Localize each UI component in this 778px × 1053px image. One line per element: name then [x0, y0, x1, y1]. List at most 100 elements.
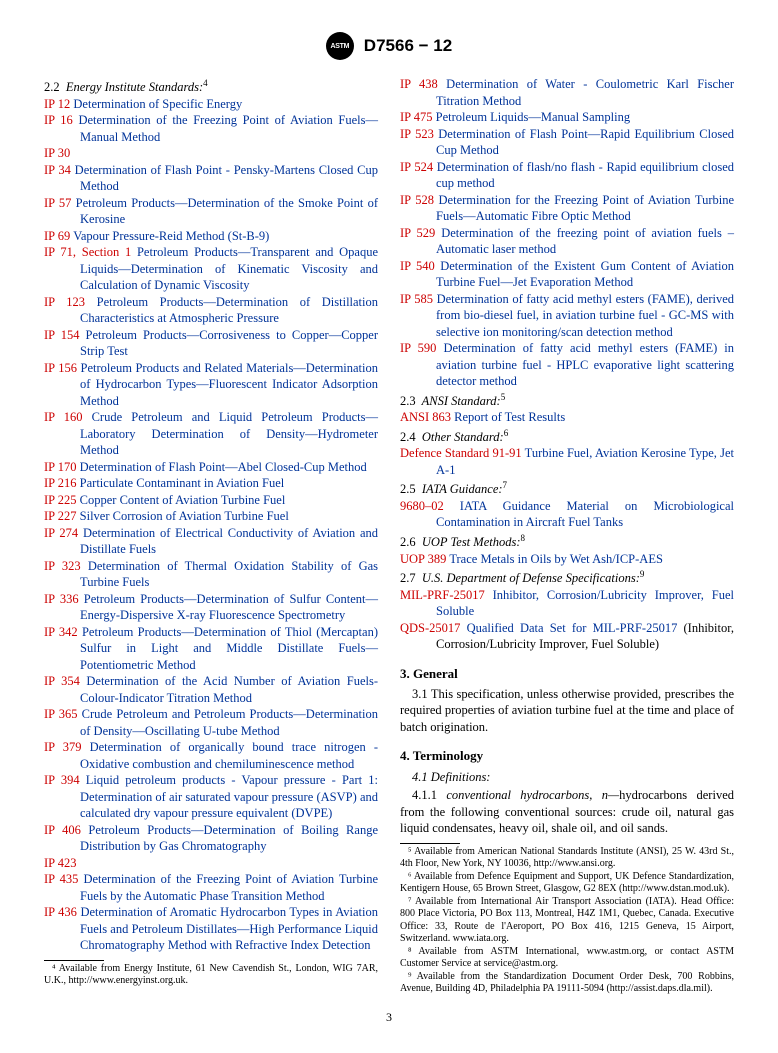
- reference-code[interactable]: IP 365: [44, 707, 78, 721]
- reference-title[interactable]: Petroleum Products—Determination of Boil…: [80, 823, 378, 854]
- reference-title[interactable]: Determination of Flash Point—Rapid Equil…: [436, 127, 734, 158]
- reference-code[interactable]: IP 524: [400, 160, 433, 174]
- heading-terminology: 4. Terminology: [400, 747, 734, 764]
- reference-code[interactable]: ANSI 863: [400, 410, 451, 424]
- reference-code[interactable]: IP 379: [44, 740, 81, 754]
- reference-code[interactable]: UOP 389: [400, 552, 446, 566]
- reference-code[interactable]: IP 274: [44, 526, 78, 540]
- reference-entry: ANSI 863 Report of Test Results: [400, 409, 734, 426]
- reference-code[interactable]: IP 225: [44, 493, 77, 507]
- reference-title[interactable]: Determination of fatty acid methyl ester…: [436, 341, 734, 388]
- reference-title[interactable]: Determination of the Existent Gum Conten…: [436, 259, 734, 290]
- reference-title[interactable]: Petroleum Liquids—Manual Sampling: [436, 110, 630, 124]
- reference-entry: IP 524 Determination of flash/no flash -…: [400, 159, 734, 192]
- reference-title[interactable]: Petroleum Products—Determination of Thio…: [80, 625, 378, 672]
- reference-code[interactable]: IP 12: [44, 97, 70, 111]
- page: ASTM D7566 − 12 2.2 Energy Institute Sta…: [0, 0, 778, 1053]
- reference-title[interactable]: Determination of flash/no flash - Rapid …: [436, 160, 734, 191]
- reference-code[interactable]: 9680–02: [400, 499, 444, 513]
- reference-title[interactable]: Determination of organically bound trace…: [80, 740, 378, 771]
- reference-code[interactable]: IP 354: [44, 674, 80, 688]
- reference-title[interactable]: Determination of the Freezing Point of A…: [78, 113, 378, 144]
- reference-code[interactable]: IP 529: [400, 226, 435, 240]
- reference-entry: UOP 389 Trace Metals in Oils by Wet Ash/…: [400, 551, 734, 568]
- reference-entry: IP 156 Petroleum Products and Related Ma…: [44, 360, 378, 410]
- reference-entry: QDS-25017 Qualified Data Set for MIL-PRF…: [400, 620, 734, 653]
- reference-code[interactable]: IP 423: [44, 856, 77, 870]
- reference-code[interactable]: IP 154: [44, 328, 79, 342]
- reference-code[interactable]: IP 435: [44, 872, 78, 886]
- reference-code[interactable]: IP 156: [44, 361, 77, 375]
- footnotes-left: ⁴ Available from Energy Institute, 61 Ne…: [44, 963, 378, 988]
- reference-title[interactable]: Determination of Thermal Oxidation Stabi…: [80, 559, 378, 590]
- reference-title[interactable]: Crude Petroleum and Petroleum Products—D…: [80, 707, 378, 738]
- footnotes-right: ⁵ Available from American National Stand…: [400, 846, 734, 996]
- reference-code[interactable]: IP 57: [44, 196, 71, 210]
- reference-code[interactable]: IP 123: [44, 295, 85, 309]
- reference-code[interactable]: IP 71, Section 1: [44, 245, 131, 259]
- reference-title[interactable]: Crude Petroleum and Liquid Petroleum Pro…: [80, 410, 378, 457]
- reference-code[interactable]: IP 30: [44, 146, 70, 160]
- astm-logo-icon: ASTM: [326, 32, 354, 60]
- reference-code[interactable]: MIL-PRF-25017: [400, 588, 485, 602]
- reference-title[interactable]: Determination of Specific Energy: [73, 97, 242, 111]
- reference-entry: 9680–02 IATA Guidance Material on Microb…: [400, 498, 734, 531]
- reference-title[interactable]: Determination of Flash Point—Abel Closed…: [80, 460, 367, 474]
- reference-code[interactable]: IP 227: [44, 509, 77, 523]
- reference-code[interactable]: IP 160: [44, 410, 83, 424]
- reference-code[interactable]: IP 336: [44, 592, 79, 606]
- reference-title[interactable]: Vapour Pressure-Reid Method (St-B-9): [73, 229, 269, 243]
- reference-title[interactable]: Liquid petroleum products - Vapour press…: [80, 773, 378, 820]
- reference-title[interactable]: Petroleum Products—Corrosiveness to Copp…: [80, 328, 378, 359]
- reference-code[interactable]: IP 394: [44, 773, 80, 787]
- reference-title[interactable]: Determination of the freezing point of a…: [436, 226, 734, 257]
- reference-code[interactable]: IP 528: [400, 193, 434, 207]
- reference-entry: Defence Standard 91-91 Turbine Fuel, Avi…: [400, 445, 734, 478]
- reference-title[interactable]: Determination of Electrical Conductivity…: [80, 526, 378, 557]
- section-usdod-heading: 2.7 U.S. Department of Defense Specifica…: [400, 569, 734, 587]
- reference-code[interactable]: IP 585: [400, 292, 433, 306]
- reference-title[interactable]: IATA Guidance Material on Microbiologica…: [436, 499, 734, 530]
- footnote-rule-left: [44, 960, 104, 961]
- reference-code[interactable]: IP 69: [44, 229, 70, 243]
- reference-code[interactable]: IP 16: [44, 113, 73, 127]
- reference-title[interactable]: Determination of fatty acid methyl ester…: [436, 292, 734, 339]
- reference-title[interactable]: Petroleum Products—Determination of Sulf…: [80, 592, 378, 623]
- reference-entry: MIL-PRF-25017 Inhibitor, Corrosion/Lubri…: [400, 587, 734, 620]
- reference-title[interactable]: Determination of Water - Coulometric Kar…: [436, 77, 734, 108]
- footnote: ⁷ Available from International Air Trans…: [400, 896, 734, 946]
- reference-entry: IP 34 Determination of Flash Point - Pen…: [44, 162, 378, 195]
- reference-title[interactable]: Qualified Data Set for MIL-PRF-25017: [467, 621, 678, 635]
- reference-code[interactable]: IP 342: [44, 625, 78, 639]
- reference-code[interactable]: IP 590: [400, 341, 436, 355]
- reference-title[interactable]: Petroleum Products and Related Materials…: [80, 361, 378, 408]
- reference-code[interactable]: IP 436: [44, 905, 77, 919]
- reference-code[interactable]: Defence Standard 91-91: [400, 446, 522, 460]
- reference-title[interactable]: Particulate Contaminant in Aviation Fuel: [80, 476, 285, 490]
- reference-code[interactable]: IP 475: [400, 110, 433, 124]
- reference-title[interactable]: Petroleum Products—Determination of the …: [76, 196, 378, 227]
- reference-code[interactable]: IP 323: [44, 559, 81, 573]
- reference-title[interactable]: Petroleum Products—Determination of Dist…: [80, 295, 378, 326]
- heading-definitions: 4.1 Definitions:: [400, 769, 734, 786]
- reference-title[interactable]: Report of Test Results: [454, 410, 565, 424]
- reference-code[interactable]: IP 216: [44, 476, 77, 490]
- reference-code[interactable]: QDS-25017: [400, 621, 460, 635]
- reference-title[interactable]: Silver Corrosion of Aviation Turbine Fue…: [80, 509, 289, 523]
- reference-code[interactable]: IP 34: [44, 163, 71, 177]
- reference-title[interactable]: Determination of Flash Point - Pensky-Ma…: [75, 163, 378, 194]
- reference-entry: IP 274 Determination of Electrical Condu…: [44, 525, 378, 558]
- reference-title[interactable]: Trace Metals in Oils by Wet Ash/ICP-AES: [449, 552, 663, 566]
- reference-code[interactable]: IP 540: [400, 259, 435, 273]
- reference-title[interactable]: Copper Content of Aviation Turbine Fuel: [80, 493, 286, 507]
- reference-title[interactable]: Determination of the Acid Number of Avia…: [80, 674, 378, 705]
- reference-code[interactable]: IP 523: [400, 127, 434, 141]
- reference-title[interactable]: Determination of the Freezing Point of A…: [80, 872, 378, 903]
- reference-title[interactable]: Determination for the Freezing Point of …: [436, 193, 734, 224]
- iata-list: 9680–02 IATA Guidance Material on Microb…: [400, 498, 734, 531]
- reference-code[interactable]: IP 438: [400, 77, 438, 91]
- reference-code[interactable]: IP 406: [44, 823, 81, 837]
- page-number: 3: [44, 1010, 734, 1025]
- reference-title[interactable]: Determination of Aromatic Hydrocarbon Ty…: [80, 905, 378, 952]
- reference-code[interactable]: IP 170: [44, 460, 77, 474]
